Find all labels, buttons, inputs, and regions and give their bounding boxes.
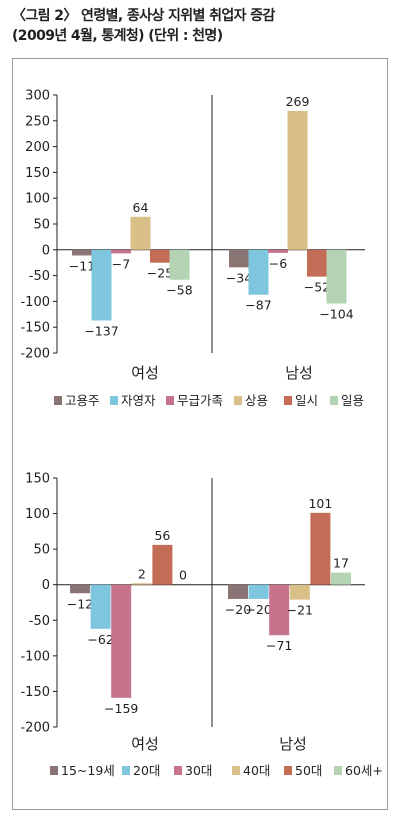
chart1-legend-label: 자영자 bbox=[121, 393, 156, 408]
chart2-y-tick-label: -50 bbox=[29, 614, 50, 629]
chart2-y-tick-label: -150 bbox=[20, 685, 50, 700]
chart2-y-tick-label: 50 bbox=[33, 543, 50, 558]
chart2-bar bbox=[111, 584, 132, 698]
chart1-legend-label: 일시 bbox=[295, 393, 318, 408]
chart2-legend-label: 15~19세 bbox=[61, 763, 115, 778]
chart2-bar bbox=[152, 544, 173, 585]
chart1-y-tick-label: 200 bbox=[25, 140, 50, 155]
chart1-y-tick-label: 50 bbox=[33, 218, 50, 233]
chart2-bar bbox=[269, 584, 290, 636]
chart2-data-label: 0 bbox=[179, 568, 187, 583]
chart2-bar bbox=[228, 584, 248, 599]
chart2-bar bbox=[331, 572, 351, 585]
figure-title: 〈그림 2〉 연령별, 종사상 지위별 취업자 증감 (2009년 4월, 통계… bbox=[12, 6, 392, 46]
chart1-legend-swatch bbox=[54, 396, 62, 405]
chart2-group-label: 남성 bbox=[279, 735, 307, 753]
chart1-bar bbox=[72, 249, 92, 256]
chart1-data-label: −58 bbox=[166, 283, 192, 298]
chart2-legend-swatch bbox=[50, 766, 58, 775]
chart2-y-tick-label: 100 bbox=[25, 507, 50, 522]
chart2-group-label: 여성 bbox=[131, 735, 159, 753]
chart2-data-label: −20 bbox=[225, 602, 251, 617]
chart2-data-label: −21 bbox=[287, 603, 313, 618]
chart1-bar bbox=[268, 249, 288, 253]
chart1-data-label: −52 bbox=[304, 280, 330, 295]
chart1-legend-swatch bbox=[234, 396, 242, 405]
chart1-group-label: 남성 bbox=[285, 364, 313, 382]
chart2-legend-label: 20대 bbox=[133, 763, 160, 778]
chart1-data-label: 269 bbox=[286, 94, 310, 109]
chart1-legend-label: 무급가족 bbox=[177, 393, 223, 408]
chart1-bar bbox=[229, 249, 249, 268]
chart2-data-label: 101 bbox=[308, 496, 332, 511]
chart1-bar bbox=[307, 249, 327, 277]
chart2-bar bbox=[289, 584, 310, 600]
chart2-data-label: 2 bbox=[138, 566, 146, 581]
chart1-legend-swatch bbox=[110, 396, 118, 405]
chart1-data-label: −25 bbox=[147, 266, 173, 281]
chart1-bar bbox=[91, 249, 112, 321]
chart2-bar bbox=[90, 584, 111, 629]
chart1-data-label: −6 bbox=[269, 256, 287, 271]
figure-frame bbox=[12, 58, 388, 810]
chart2-legend-label: 50대 bbox=[295, 763, 322, 778]
chart2-data-label: −20 bbox=[245, 602, 271, 617]
chart1-y-tick-label: -100 bbox=[20, 295, 50, 310]
chart2-legend-swatch bbox=[174, 766, 182, 775]
chart2-legend-swatch bbox=[122, 766, 130, 775]
chart1-legend-label: 상용 bbox=[245, 393, 268, 408]
chart2-data-label: −71 bbox=[266, 638, 292, 653]
chart1-y-tick-label: 0 bbox=[42, 243, 50, 258]
chart2-data-label: 17 bbox=[333, 556, 349, 571]
chart1-legend-label: 고용주 bbox=[65, 393, 100, 408]
chart1-data-label: −11 bbox=[69, 258, 95, 273]
chart2-y-tick-label: -100 bbox=[20, 649, 50, 664]
chart1-y-tick-label: 250 bbox=[25, 114, 50, 129]
chart1-y-tick-label: 100 bbox=[25, 192, 50, 207]
chart2-data-label: −12 bbox=[67, 596, 93, 611]
chart1-legend-swatch bbox=[284, 396, 292, 405]
chart1-data-label: −104 bbox=[319, 306, 353, 321]
chart1-legend-label: 일용 bbox=[341, 393, 364, 408]
chart2-legend-label: 30대 bbox=[185, 763, 212, 778]
chart2-y-tick-label: 0 bbox=[42, 578, 50, 593]
chart2-y-tick-label: 150 bbox=[25, 472, 50, 487]
chart1-data-label: −7 bbox=[112, 256, 130, 271]
chart1-y-tick-label: -150 bbox=[20, 321, 50, 336]
chart2-legend-swatch bbox=[232, 766, 240, 775]
chart2-legend-swatch bbox=[284, 766, 292, 775]
chart1-bar bbox=[150, 249, 170, 263]
chart2-bar bbox=[248, 584, 269, 599]
chart1-y-tick-label: -200 bbox=[20, 347, 50, 362]
figure-title-line1: 〈그림 2〉 연령별, 종사상 지위별 취업자 증감 bbox=[12, 8, 275, 24]
chart1-y-tick-label: -50 bbox=[29, 269, 50, 284]
chart1-y-tick-label: 150 bbox=[25, 166, 50, 181]
chart1-y-tick-label: 300 bbox=[25, 89, 50, 104]
chart2-bar bbox=[131, 583, 152, 585]
chart1-data-label: −87 bbox=[245, 298, 271, 313]
chart1-data-label: 64 bbox=[133, 200, 149, 215]
chart1-bar bbox=[169, 249, 190, 280]
chart1-bar bbox=[130, 216, 151, 250]
chart2-bar bbox=[70, 584, 90, 594]
chart1-bar bbox=[287, 110, 308, 250]
chart1-bar bbox=[326, 249, 347, 304]
chart2-legend-swatch bbox=[334, 766, 342, 775]
chart1-bar bbox=[111, 249, 131, 254]
chart2-y-tick-label: -200 bbox=[20, 721, 50, 736]
chart2-legend-label: 60세+ bbox=[345, 763, 383, 778]
chart2-data-label: 56 bbox=[154, 528, 170, 543]
chart1-group-label: 여성 bbox=[131, 364, 159, 382]
chart2-data-label: −62 bbox=[87, 632, 113, 647]
chart1-bar bbox=[248, 249, 269, 295]
chart1-data-label: −137 bbox=[84, 323, 118, 338]
chart1-data-label: −34 bbox=[226, 270, 252, 285]
chart2-bar bbox=[310, 512, 331, 585]
chart1-legend-swatch bbox=[166, 396, 174, 405]
chart2-data-label: −159 bbox=[104, 701, 138, 716]
figure-title-line2: (2009년 4월, 통계청) (단위 : 천명) bbox=[12, 28, 223, 44]
chart1-legend-swatch bbox=[330, 396, 338, 405]
chart2-legend-label: 40대 bbox=[243, 763, 270, 778]
